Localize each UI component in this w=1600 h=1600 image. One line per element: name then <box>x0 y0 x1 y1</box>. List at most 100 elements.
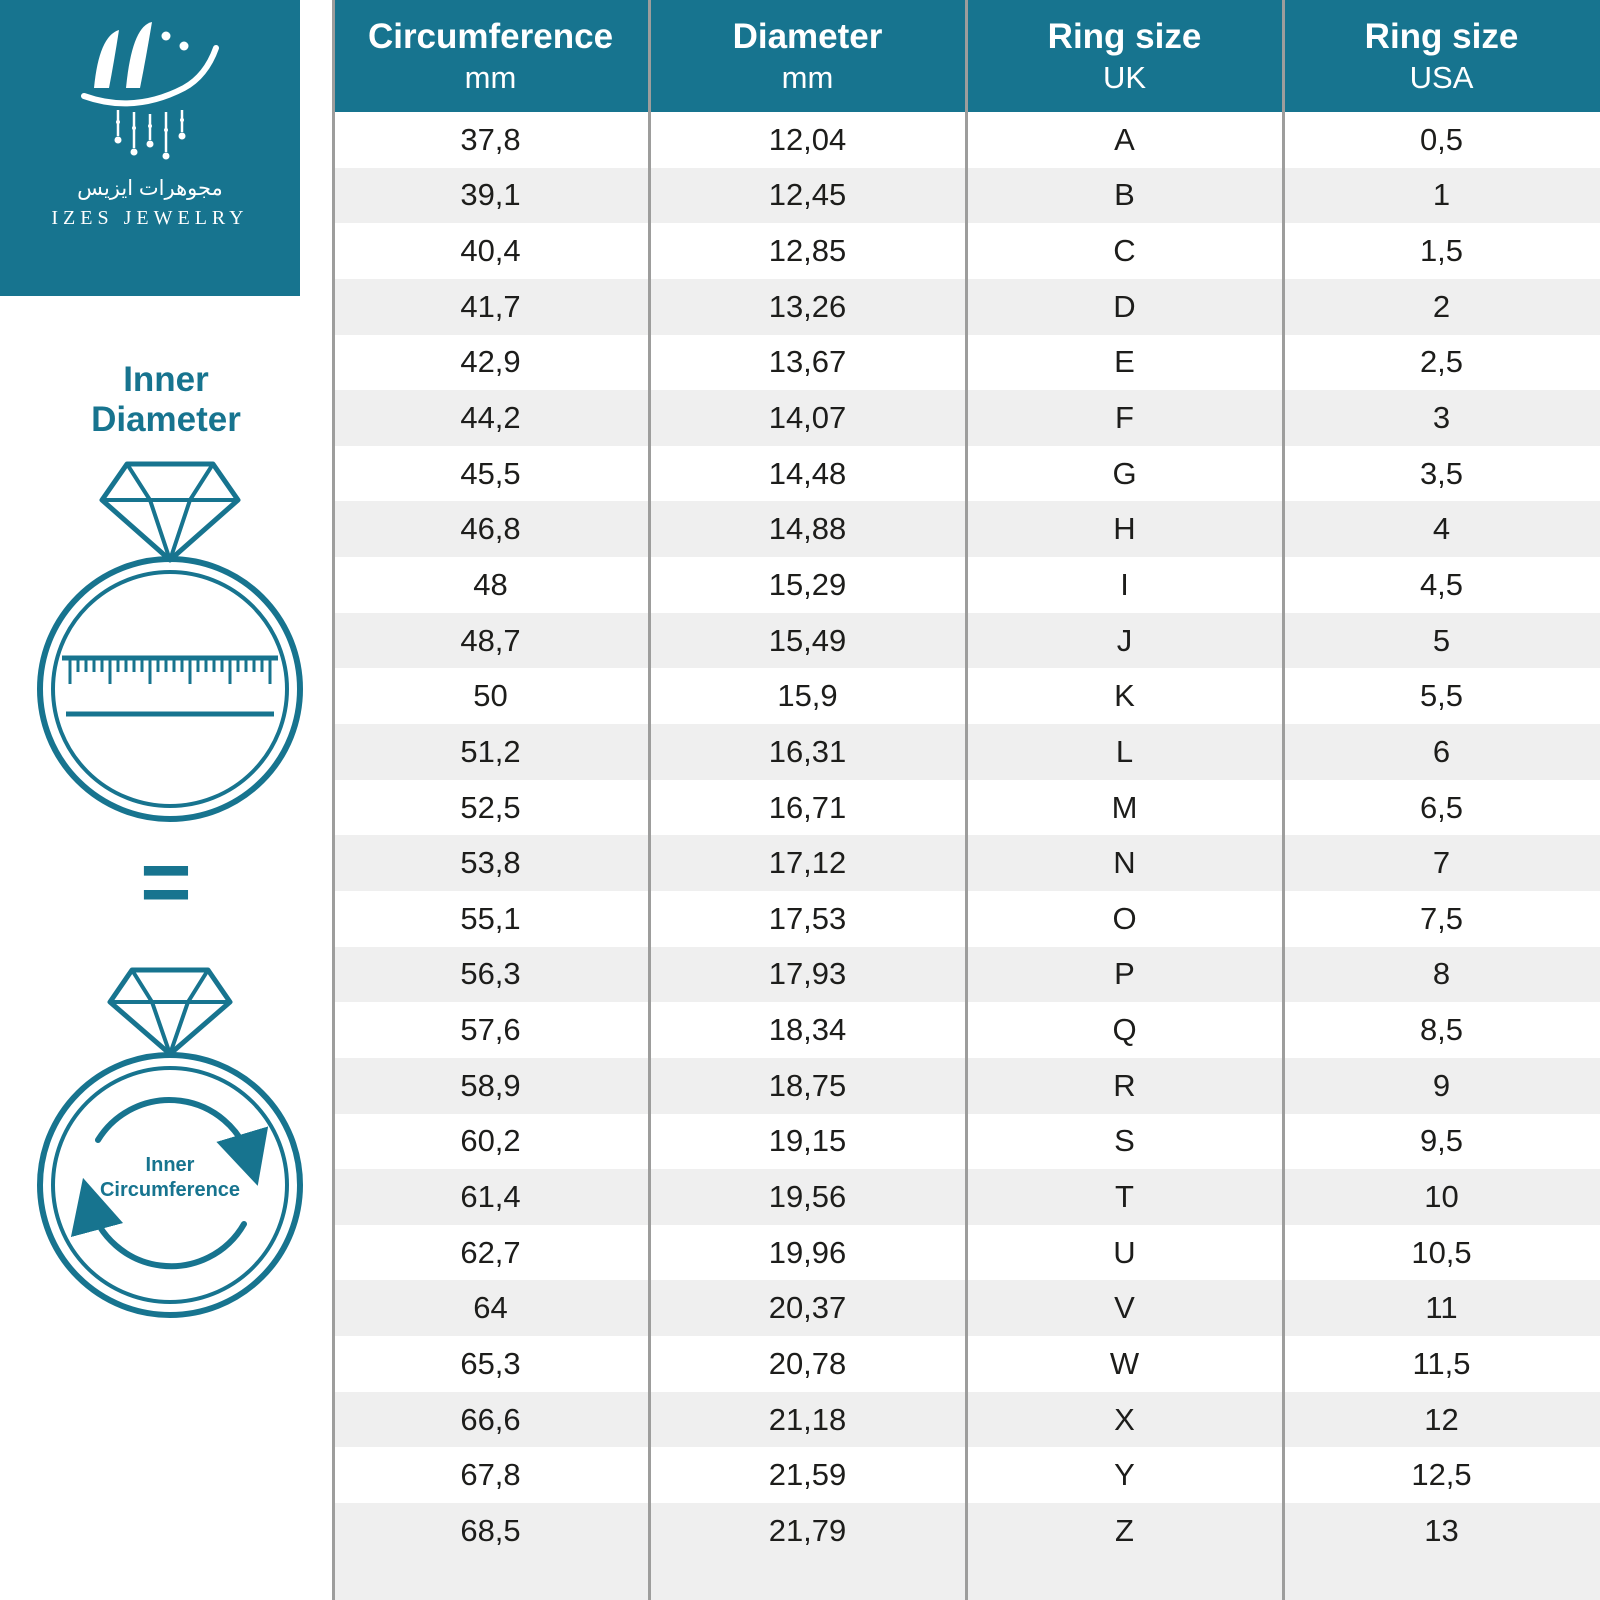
column-header-subtitle: mm <box>464 59 517 95</box>
table-body: 37,8 12,04 A 0,5 39,1 12,45 B 1 40,4 12,85 C 1,5 41,… <box>332 112 1600 1559</box>
table-cell: 18,75 <box>768 1067 847 1103</box>
table-cell: 37,8 <box>460 121 521 157</box>
table-cell: 45,5 <box>460 455 521 491</box>
table-cell: 60,2 <box>460 1123 521 1159</box>
table-cell: 9,5 <box>1419 1123 1464 1159</box>
table-cell: 6,5 <box>1419 789 1464 825</box>
table-cell: J <box>1116 622 1133 658</box>
table-cell: 5,5 <box>1419 678 1464 714</box>
table-cell: 52,5 <box>460 789 521 825</box>
table-cell: 62,7 <box>460 1234 521 1270</box>
table-cell: 20,37 <box>768 1290 847 1326</box>
table-cell: 21,59 <box>768 1457 847 1493</box>
table-cell: F <box>1115 400 1134 436</box>
table-cell: 39,1 <box>460 177 521 213</box>
table-cell: 7 <box>1432 845 1451 881</box>
table-cell: 18,34 <box>768 1012 847 1048</box>
table-cell: 6 <box>1432 733 1451 769</box>
table-cell: 13 <box>1424 1512 1459 1548</box>
table-cell: 19,96 <box>768 1234 847 1270</box>
table-cell: 46,8 <box>460 511 521 547</box>
table-cell: 11,5 <box>1412 1345 1471 1381</box>
table-cell: 41,7 <box>460 288 521 324</box>
table-cell: 1,5 <box>1419 233 1464 269</box>
table-cell: N <box>1113 845 1136 881</box>
brand-logo-block: مجوهرات ايزيس IZES JEWELRY <box>0 0 300 296</box>
ring-circumference-icon: Inner Circumference <box>30 948 310 1328</box>
table-cell: 56,3 <box>460 956 521 992</box>
table-cell: 1 <box>1432 177 1451 213</box>
column-divider <box>1282 0 1285 1600</box>
column-header-subtitle: USA <box>1409 59 1474 95</box>
column-divider <box>648 0 651 1600</box>
column-header-title: Circumference <box>367 16 614 56</box>
table-cell: 12,5 <box>1411 1457 1472 1493</box>
table-cell: 14,48 <box>768 455 847 491</box>
inner-circumference-label: Inner Circumference <box>99 1154 241 1201</box>
table-cell: 68,5 <box>460 1512 521 1548</box>
table-cell: U <box>1113 1234 1136 1270</box>
table-cell: 17,12 <box>768 845 847 881</box>
table-cell: 0,5 <box>1419 121 1464 157</box>
table-cell: 40,4 <box>460 233 521 269</box>
table-cell: 20,78 <box>768 1345 847 1381</box>
table-cell: 10,5 <box>1411 1234 1472 1270</box>
table-cell: 13,26 <box>768 288 847 324</box>
table-cell: Q <box>1112 1012 1137 1048</box>
table-cell: P <box>1114 956 1135 992</box>
column-header-ring-size-usa: Ring size USA <box>1283 0 1600 112</box>
equals-sign: = <box>140 832 192 931</box>
conversion-table: Circumference mm Diameter mm Ring size U… <box>332 0 1600 1600</box>
table-cell: 61,4 <box>460 1178 521 1214</box>
table-cell: A <box>1114 121 1135 157</box>
column-header-subtitle: mm <box>781 59 834 95</box>
brand-name-latin: IZES JEWELRY <box>51 207 249 229</box>
table-cell: H <box>1113 511 1136 547</box>
table-cell: C <box>1113 233 1136 269</box>
table-cell: 15,29 <box>768 566 847 602</box>
column-header-ring-size-uk: Ring size UK <box>966 0 1283 112</box>
table-cell: 5 <box>1432 622 1451 658</box>
table-cell: 12 <box>1424 1401 1459 1437</box>
table-cell: X <box>1114 1401 1135 1437</box>
table-cell: 16,71 <box>768 789 847 825</box>
table-cell: 21,79 <box>768 1512 847 1548</box>
table-cell: 3,5 <box>1419 455 1464 491</box>
column-header-subtitle: UK <box>1102 59 1147 95</box>
table-cell: 10 <box>1424 1178 1459 1214</box>
table-cell: 2 <box>1432 288 1451 324</box>
table-cell: 65,3 <box>460 1345 521 1381</box>
table-cell: V <box>1114 1290 1135 1326</box>
table-cell: 12,45 <box>768 177 847 213</box>
table-cell: K <box>1114 678 1135 714</box>
table-cell: 19,56 <box>768 1178 847 1214</box>
table-cell: 21,18 <box>768 1401 847 1437</box>
table-cell: 48 <box>473 566 508 602</box>
table-cell: 8 <box>1432 956 1451 992</box>
column-header-diameter: Diameter mm <box>649 0 966 112</box>
column-header-title: Ring size <box>1364 16 1519 56</box>
table-cell: L <box>1115 733 1134 769</box>
table-cell: 15,49 <box>768 622 847 658</box>
table-cell: 67,8 <box>460 1457 521 1493</box>
table-cell: 17,93 <box>768 956 847 992</box>
sidebar: مجوهرات ايزيس IZES JEWELRY Inner Diamete… <box>0 0 332 1600</box>
brand-calligraphy-icon <box>81 22 219 160</box>
table-cell: 44,2 <box>460 400 521 436</box>
table-cell: 19,15 <box>768 1123 847 1159</box>
table-cell: 57,6 <box>460 1012 521 1048</box>
table-cell: B <box>1114 177 1135 213</box>
table-cell: O <box>1112 900 1137 936</box>
table-cell: 64 <box>473 1290 508 1326</box>
table-cell: 9 <box>1432 1067 1451 1103</box>
column-header-title: Ring size <box>1047 16 1202 56</box>
table-cell: M <box>1111 789 1138 825</box>
table-cell: 15,9 <box>777 678 838 714</box>
column-header-title: Diameter <box>732 16 883 56</box>
table-cell: 7,5 <box>1419 900 1464 936</box>
table-cell: 13,67 <box>768 344 847 380</box>
table-cell: 17,53 <box>768 900 847 936</box>
column-divider <box>332 0 335 1600</box>
table-cell: Z <box>1115 1512 1134 1548</box>
